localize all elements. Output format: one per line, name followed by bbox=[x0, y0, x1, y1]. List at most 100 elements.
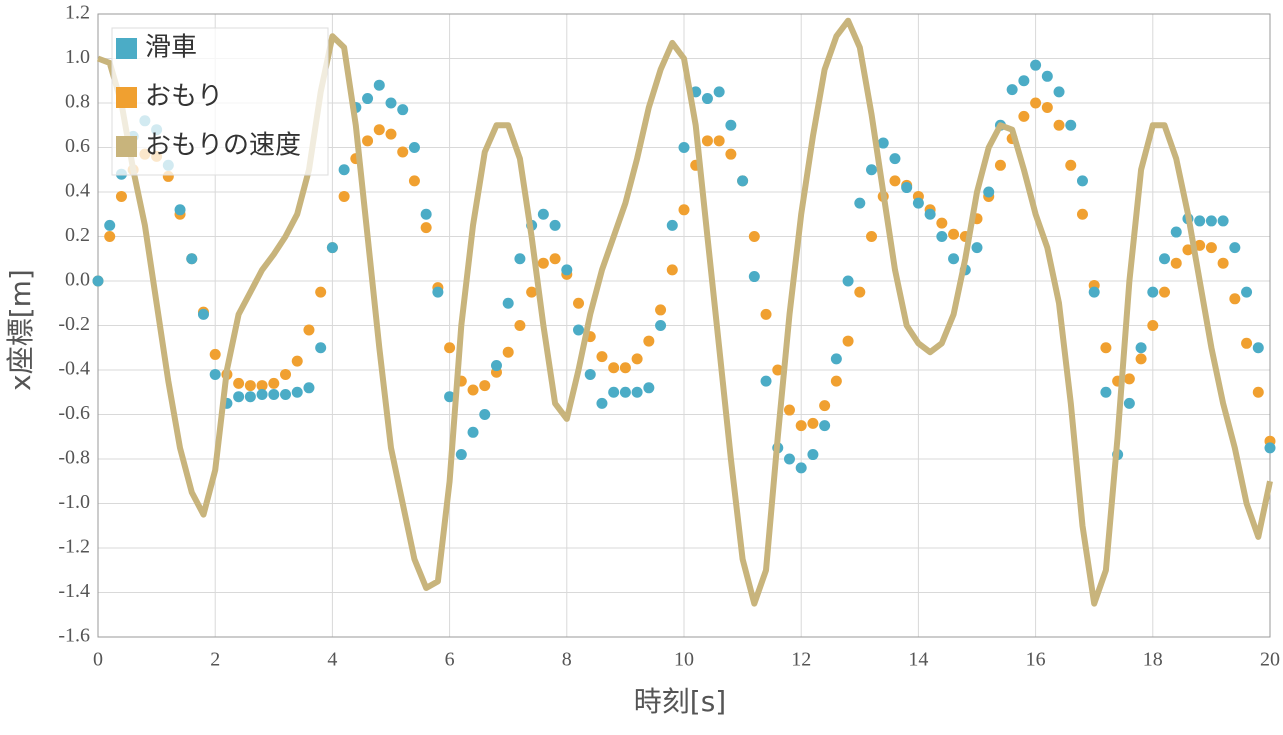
data-point bbox=[1076, 175, 1088, 187]
data-point bbox=[1018, 110, 1030, 122]
x-tick-label: 6 bbox=[445, 649, 455, 671]
y-tick-label: 0.4 bbox=[65, 180, 90, 202]
data-point bbox=[280, 388, 292, 400]
data-point bbox=[244, 380, 256, 392]
data-point bbox=[268, 388, 280, 400]
data-point bbox=[983, 186, 995, 198]
x-tick-label: 16 bbox=[1026, 649, 1046, 671]
data-point bbox=[584, 368, 596, 380]
data-point bbox=[819, 400, 831, 412]
data-point bbox=[537, 257, 549, 269]
data-point bbox=[760, 308, 772, 320]
data-point bbox=[994, 159, 1006, 171]
data-point bbox=[748, 271, 760, 283]
data-point bbox=[608, 386, 620, 398]
data-point bbox=[362, 135, 374, 147]
data-point bbox=[1123, 373, 1135, 385]
data-line bbox=[96, 17, 1273, 607]
data-point bbox=[455, 449, 467, 461]
data-point bbox=[526, 286, 538, 298]
data-point bbox=[1264, 442, 1276, 454]
data-point bbox=[244, 391, 256, 403]
data-point bbox=[573, 297, 585, 309]
data-point bbox=[795, 420, 807, 432]
data-point bbox=[1241, 337, 1253, 349]
data-point bbox=[104, 219, 116, 231]
data-point bbox=[596, 397, 608, 409]
data-point bbox=[174, 204, 186, 216]
data-point bbox=[701, 135, 713, 147]
x-tick-label: 0 bbox=[93, 649, 103, 671]
data-point bbox=[1135, 342, 1147, 354]
y-tick-label: -1.0 bbox=[58, 491, 90, 513]
data-point bbox=[948, 228, 960, 240]
y-axis-label: x座標[m] bbox=[4, 269, 37, 391]
data-point bbox=[338, 164, 350, 176]
data-point bbox=[303, 382, 315, 394]
data-point bbox=[854, 286, 866, 298]
data-point bbox=[1159, 253, 1171, 265]
x-tick-label: 14 bbox=[908, 649, 928, 671]
data-point bbox=[666, 264, 678, 276]
data-point bbox=[1205, 242, 1217, 254]
data-point bbox=[385, 128, 397, 140]
data-point bbox=[631, 353, 643, 365]
data-point bbox=[549, 219, 561, 231]
data-point bbox=[819, 420, 831, 432]
data-point bbox=[549, 253, 561, 265]
data-point bbox=[655, 320, 667, 331]
data-point bbox=[924, 208, 936, 220]
legend-swatch bbox=[116, 87, 137, 108]
data-point bbox=[1147, 320, 1159, 331]
data-point bbox=[1030, 59, 1042, 71]
y-tick-label: -0.4 bbox=[58, 358, 90, 380]
data-point bbox=[655, 304, 667, 316]
data-point bbox=[748, 231, 760, 242]
data-point bbox=[1159, 286, 1171, 298]
data-point bbox=[1006, 84, 1018, 96]
data-point bbox=[936, 231, 948, 242]
data-point bbox=[830, 353, 842, 365]
data-point bbox=[889, 153, 901, 165]
y-tick-label: 1.2 bbox=[65, 2, 90, 24]
y-tick-label: -1.6 bbox=[58, 625, 90, 647]
x-tick-label: 8 bbox=[562, 649, 572, 671]
y-tick-label: -0.6 bbox=[58, 402, 90, 424]
plot-frame bbox=[97, 13, 1271, 638]
data-point bbox=[596, 351, 608, 363]
data-point bbox=[444, 342, 456, 354]
data-point bbox=[877, 137, 889, 149]
data-point bbox=[866, 164, 878, 176]
data-point bbox=[268, 377, 280, 389]
y-tick-label: -1.4 bbox=[58, 580, 90, 602]
data-point bbox=[760, 375, 772, 387]
data-point bbox=[1194, 215, 1206, 227]
x-tick-label: 12 bbox=[791, 649, 811, 671]
data-point bbox=[408, 175, 420, 187]
legend-swatch bbox=[116, 38, 137, 59]
data-point bbox=[971, 242, 983, 254]
data-point bbox=[385, 97, 397, 109]
x-axis-label: 時刻[s] bbox=[634, 685, 726, 718]
legend-label: おもりの速度 bbox=[145, 131, 301, 161]
data-point bbox=[608, 362, 620, 374]
data-point bbox=[795, 462, 807, 474]
data-point bbox=[737, 175, 749, 187]
data-point bbox=[479, 409, 491, 420]
data-point bbox=[397, 146, 409, 158]
data-point bbox=[713, 86, 725, 98]
data-point bbox=[256, 388, 268, 400]
y-tick-label: -0.8 bbox=[58, 447, 90, 469]
data-point bbox=[233, 377, 245, 389]
data-point bbox=[573, 324, 585, 336]
data-point bbox=[256, 380, 268, 392]
data-point bbox=[1076, 208, 1088, 220]
data-point bbox=[1147, 286, 1159, 298]
data-point bbox=[1217, 215, 1229, 227]
data-point bbox=[432, 286, 444, 298]
data-point bbox=[889, 175, 901, 187]
data-point bbox=[397, 104, 409, 116]
data-point bbox=[209, 368, 221, 380]
data-point bbox=[338, 190, 350, 202]
